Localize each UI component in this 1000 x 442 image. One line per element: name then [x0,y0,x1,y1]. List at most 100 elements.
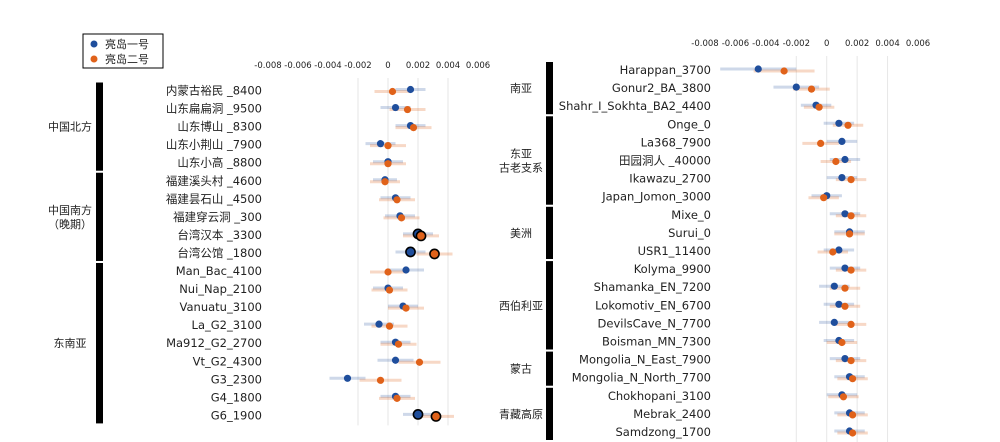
left-point-1-7 [397,214,406,222]
right-point-0-4 [838,137,846,145]
left-category-label-7: 福建穿云洞 _300 [173,210,262,224]
right-point-1-8 [847,212,855,220]
right-point-1-19 [848,411,857,419]
right-category-label-8: Mixe_0 [671,208,711,222]
right-category-label-13: Lokomotiv_EN_6700 [595,298,711,312]
right-category-label-17: Mongolia_N_North_7700 [572,371,711,385]
right-point-1-3 [844,121,852,129]
right-category-label-1: Gonur2_BA_3800 [612,81,711,95]
right-category-label-6: Ikawazu_2700 [629,172,711,186]
left-category-label-9: 台湾公馆 _1800 [177,246,262,260]
right-point-0-10 [835,246,843,254]
left-point-0-16 [343,374,352,382]
legend: 亮岛一号 亮岛二号 [82,33,164,69]
left-point-0-9 [405,246,416,258]
right-point-0-13 [835,300,843,308]
right-group-label-2-0: 美洲 [510,227,532,240]
left-category-label-13: La_G2_3100 [192,318,262,332]
left-category-label-2: 山东博山 _8300 [177,120,262,134]
right-point-1-0 [780,67,788,75]
right-point-1-11 [847,266,855,274]
left-category-label-15: Vt_G2_4300 [193,354,262,368]
left-point-1-8 [415,230,427,242]
left-category-label-11: Nui_Nap_2100 [179,282,262,296]
left-category-label-12: Vanuatu_3100 [180,300,262,314]
right-x-tick-1: -0.006 [722,39,749,49]
right-category-label-2: Shahr_I_Sokhta_BA2_4400 [559,99,711,113]
right-group-bar-1 [546,116,553,205]
right-category-label-20: Samdzong_1700 [615,425,711,439]
left-x-tick-3: -0.002 [344,61,371,71]
left-category-label-1: 山东扁扁洞 _9500 [166,102,262,116]
right-point-0-12 [830,282,838,290]
left-point-1-5 [381,178,389,186]
right-group-label-1-0: 东亚 [510,148,532,161]
legend-box [82,33,164,69]
right-point-1-16 [847,357,855,365]
right-point-1-2 [815,103,823,111]
right-point-0-0 [754,65,762,73]
left-category-label-16: G3_2300 [211,372,262,386]
legend-label-1: 亮岛一号 [105,37,149,51]
panel-right: -0.008 -0.006 -0.004 -0.002 0 0.002 0.004 0.006… [499,39,930,442]
right-point-0-16 [841,355,849,363]
right-x-tick-5: 0.002 [845,39,869,49]
left-group-label-1-0: 中国南方 [48,203,92,217]
left-x-tick-0: -0.008 [254,61,281,71]
right-category-label-5: 田园洞人 _40000 [619,154,711,168]
left-category-label-4: 山东小高 _8800 [177,156,262,170]
left-point-1-4 [384,160,392,168]
left-point-1-17 [393,394,401,402]
left-x-tick-1: -0.006 [284,61,311,71]
right-point-0-1 [792,83,800,91]
right-category-label-14: DevilsCave_N_7700 [598,316,711,330]
right-group-label-3-0: 西伯利亚 [499,298,543,312]
left-group-bar-2 [96,263,103,424]
left-point-1-0 [388,87,397,96]
panel-left: -0.008 -0.006 -0.004 -0.002 0 0.002 0.004 0.006… [48,61,490,426]
legend-label-2: 亮岛二号 [105,52,149,66]
right-x-tick-2: -0.004 [752,39,779,49]
left-point-1-15 [415,358,424,366]
right-x-tick-4: 0 [824,39,829,49]
right-group-bar-5 [546,387,553,440]
right-point-0-14 [830,318,838,326]
right-category-label-11: Kolyma_9900 [634,262,711,276]
right-point-1-15 [838,338,846,347]
right-point-1-10 [829,248,837,256]
right-group-label-4-0: 蒙古 [510,363,532,376]
right-point-1-5 [832,157,840,166]
left-group-bar-1 [96,172,103,261]
right-group-bar-4 [546,351,553,386]
left-point-1-1 [403,105,412,114]
right-category-label-16: Mongolia_N_East_7900 [579,353,711,367]
right-point-0-5 [841,155,849,164]
left-x-tick-5: 0.002 [406,61,430,71]
right-category-label-18: Chokhopani_3100 [608,389,711,403]
left-point-0-0 [406,85,415,94]
left-point-1-12 [402,304,410,312]
right-category-label-7: Japan_Jomon_3000 [601,190,711,204]
left-point-0-15 [391,356,400,364]
left-group-label-0-0: 中国北方 [48,120,92,134]
left-point-1-9 [429,248,440,260]
left-category-label-3: 山东小荆山 _7900 [166,138,262,152]
left-x-tick-7: 0.006 [466,61,490,71]
right-category-label-9: Surui_0 [668,226,711,240]
right-category-label-19: Mebrak_2400 [633,407,711,421]
left-point-1-11 [385,286,394,294]
left-x-tick-4: 0 [385,61,390,71]
left-point-0-1 [391,103,400,112]
left-point-1-13 [385,322,394,330]
right-point-0-8 [841,210,849,218]
right-group-label-1-1: 古老支系 [499,162,543,175]
left-point-1-14 [394,340,403,348]
legend-marker-2 [90,55,98,63]
right-group-bar-0 [546,62,553,115]
right-category-label-0: Harappan_3700 [620,63,711,77]
left-category-label-6: 福建昙石山 _4500 [166,192,262,206]
right-group-label-0-0: 南亚 [510,82,532,95]
right-category-label-12: Shamanka_EN_7200 [594,280,711,294]
right-point-1-20 [848,429,857,437]
